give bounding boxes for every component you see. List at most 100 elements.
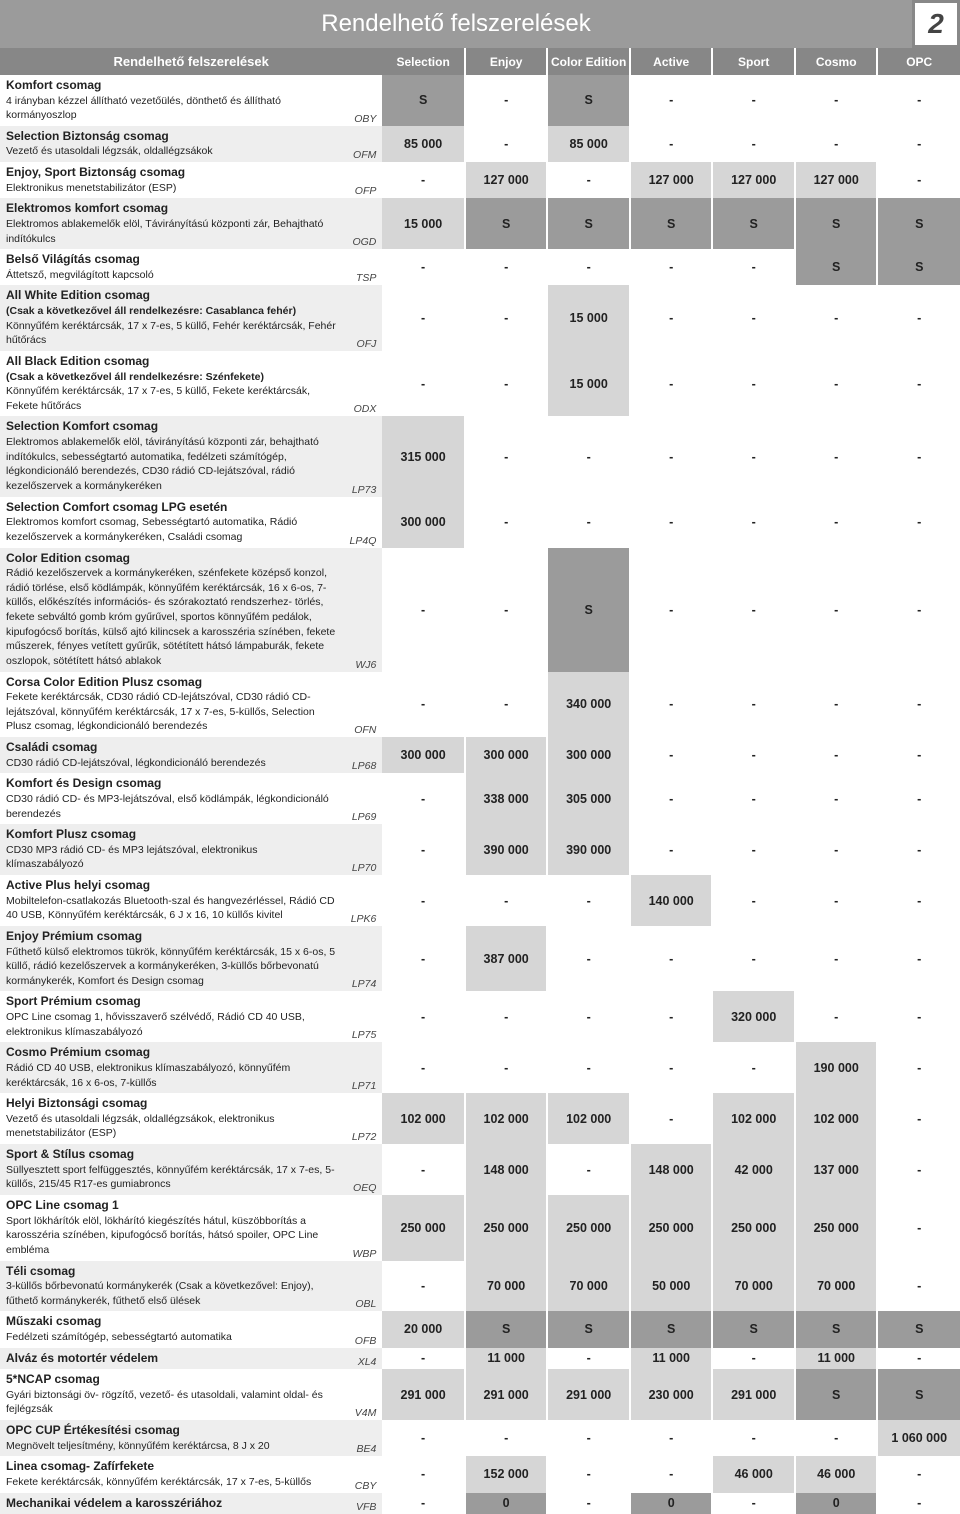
value-cell: - bbox=[877, 824, 960, 875]
row-code: V4M bbox=[342, 1369, 382, 1420]
value-cell: - bbox=[877, 1348, 960, 1370]
row-code: LP4Q bbox=[342, 497, 382, 548]
row-label: All Black Edition csomag(Csak a következ… bbox=[0, 351, 342, 417]
row-code: LP68 bbox=[342, 737, 382, 773]
value-cell: - bbox=[712, 1420, 795, 1456]
value-cell: - bbox=[547, 1144, 630, 1195]
table-row: All White Edition csomag(Csak a következ… bbox=[0, 285, 960, 351]
table-row: Selection Comfort csomag LPG eseténElekt… bbox=[0, 497, 960, 548]
table-row: OPC Line csomag 1Sport lökhárítók elöl, … bbox=[0, 1195, 960, 1261]
value-cell: - bbox=[630, 416, 713, 496]
col-head: Sport bbox=[712, 48, 795, 75]
value-cell: - bbox=[382, 162, 465, 198]
value-cell: 148 000 bbox=[465, 1144, 548, 1195]
value-cell: - bbox=[382, 351, 465, 417]
value-cell: - bbox=[877, 991, 960, 1042]
value-cell: S bbox=[547, 75, 630, 126]
value-cell: - bbox=[795, 548, 878, 672]
value-cell: - bbox=[795, 497, 878, 548]
value-cell: - bbox=[382, 1493, 465, 1514]
value-cell: 250 000 bbox=[630, 1195, 713, 1261]
value-cell: - bbox=[630, 1093, 713, 1144]
row-label: Active Plus helyi csomagMobiltelefon-csa… bbox=[0, 875, 342, 926]
page-number: 2 bbox=[912, 0, 960, 48]
value-cell: - bbox=[795, 126, 878, 162]
page-header: Rendelhető felszerelések 2 bbox=[0, 0, 960, 48]
table-row: Téli csomag3-küllős bőrbevonatú kormányk… bbox=[0, 1261, 960, 1312]
table-row: Családi csomagCD30 rádió CD-lejátszóval,… bbox=[0, 737, 960, 773]
value-cell: 85 000 bbox=[547, 126, 630, 162]
value-cell: - bbox=[547, 1493, 630, 1514]
row-code: LP71 bbox=[342, 1042, 382, 1093]
table-row: Sport Prémium csomagOPC Line csomag 1, h… bbox=[0, 991, 960, 1042]
row-label: Linea csomag- ZafírfeketeFekete keréktár… bbox=[0, 1456, 342, 1492]
value-cell: - bbox=[877, 1144, 960, 1195]
value-cell: - bbox=[547, 991, 630, 1042]
row-code: VFB bbox=[342, 1493, 382, 1514]
row-code: OBY bbox=[342, 75, 382, 126]
value-cell: - bbox=[712, 75, 795, 126]
value-cell: S bbox=[877, 249, 960, 285]
value-cell: - bbox=[712, 1493, 795, 1514]
value-cell: - bbox=[877, 548, 960, 672]
row-label: Enjoy, Sport Biztonság csomagElektroniku… bbox=[0, 162, 342, 198]
value-cell: - bbox=[630, 824, 713, 875]
value-cell: S bbox=[465, 1311, 548, 1347]
row-label: OPC Line csomag 1Sport lökhárítók elöl, … bbox=[0, 1195, 342, 1261]
value-cell: - bbox=[877, 497, 960, 548]
value-cell: - bbox=[795, 285, 878, 351]
value-cell: - bbox=[547, 926, 630, 992]
value-cell: 250 000 bbox=[795, 1195, 878, 1261]
row-label: Mechanikai védelem a karosszériához bbox=[0, 1493, 342, 1514]
value-cell: - bbox=[465, 497, 548, 548]
row-code: BE4 bbox=[342, 1420, 382, 1456]
value-cell: - bbox=[795, 926, 878, 992]
row-code: WBP bbox=[342, 1195, 382, 1261]
value-cell: - bbox=[465, 249, 548, 285]
value-cell: S bbox=[795, 198, 878, 249]
value-cell: 152 000 bbox=[465, 1456, 548, 1492]
value-cell: - bbox=[630, 1042, 713, 1093]
value-cell: S bbox=[630, 1311, 713, 1347]
value-cell: S bbox=[465, 198, 548, 249]
value-cell: - bbox=[712, 548, 795, 672]
value-cell: - bbox=[712, 285, 795, 351]
row-label: Téli csomag3-küllős bőrbevonatú kormányk… bbox=[0, 1261, 342, 1312]
value-cell: - bbox=[795, 416, 878, 496]
value-cell: - bbox=[630, 126, 713, 162]
row-code: OGD bbox=[342, 198, 382, 249]
value-cell: 190 000 bbox=[795, 1042, 878, 1093]
value-cell: 387 000 bbox=[465, 926, 548, 992]
value-cell: 0 bbox=[795, 1493, 878, 1514]
row-code: OEQ bbox=[342, 1144, 382, 1195]
row-label: Belső Világítás csomagÁttetsző, megvilág… bbox=[0, 249, 342, 285]
value-cell: - bbox=[795, 672, 878, 738]
row-label: Komfort és Design csomagCD30 rádió CD- é… bbox=[0, 773, 342, 824]
value-cell: S bbox=[630, 198, 713, 249]
page-title: Rendelhető felszerelések bbox=[0, 10, 912, 38]
value-cell: 300 000 bbox=[382, 737, 465, 773]
col-head: Cosmo bbox=[795, 48, 878, 75]
value-cell: - bbox=[712, 497, 795, 548]
row-code: LPK6 bbox=[342, 875, 382, 926]
table-row: Color Edition csomagRádió kezelőszervek … bbox=[0, 548, 960, 672]
value-cell: - bbox=[547, 1420, 630, 1456]
value-cell: - bbox=[877, 162, 960, 198]
table-header-row: Rendelhető felszerelések Selection Enjoy… bbox=[0, 48, 960, 75]
value-cell: 390 000 bbox=[465, 824, 548, 875]
value-cell: - bbox=[877, 926, 960, 992]
value-cell: S bbox=[877, 1311, 960, 1347]
table-row: Corsa Color Edition Plusz csomagFekete k… bbox=[0, 672, 960, 738]
value-cell: - bbox=[547, 1042, 630, 1093]
table-row: Műszaki csomagFedélzeti számítógép, sebe… bbox=[0, 1311, 960, 1347]
value-cell: 338 000 bbox=[465, 773, 548, 824]
value-cell: 46 000 bbox=[795, 1456, 878, 1492]
value-cell: - bbox=[877, 672, 960, 738]
value-cell: - bbox=[465, 672, 548, 738]
row-code: OFB bbox=[342, 1311, 382, 1347]
row-label: Color Edition csomagRádió kezelőszervek … bbox=[0, 548, 342, 672]
value-cell: - bbox=[382, 285, 465, 351]
row-label: OPC CUP Értékesítési csomagMegnövelt tel… bbox=[0, 1420, 342, 1456]
value-cell: S bbox=[712, 1311, 795, 1347]
value-cell: 50 000 bbox=[630, 1261, 713, 1312]
